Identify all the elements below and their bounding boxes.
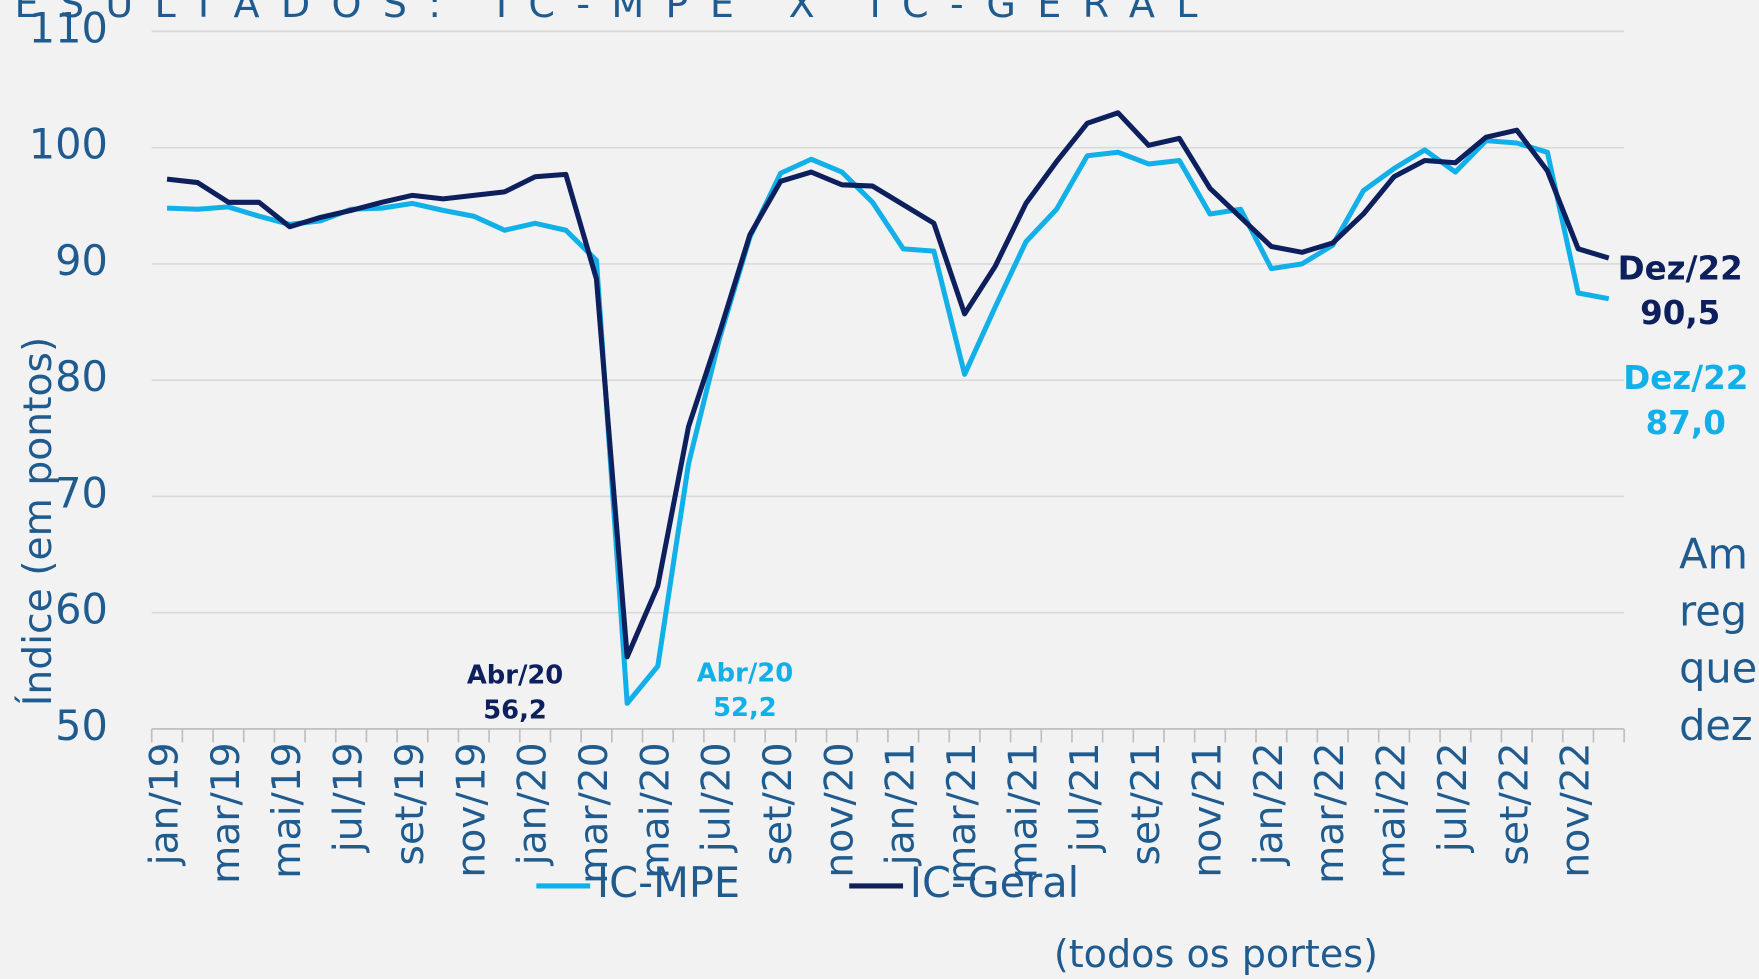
data-label: 52,2 [713, 693, 777, 723]
x-tick-label: jul/21 [1063, 742, 1108, 853]
x-tick-label: mai/20 [633, 742, 678, 878]
y-tick-label: 110 [29, 3, 108, 52]
x-tick-label: jan/19 [143, 742, 188, 866]
chart-title: RESULTADOS: IC-MPE X IC-GERAL [0, 0, 1219, 26]
x-tick-label: mai/21 [1001, 742, 1046, 878]
side-text: que [1679, 644, 1757, 693]
x-tick-label: nov/22 [1554, 742, 1599, 877]
x-tick-label: nov/20 [817, 742, 862, 877]
x-tick-label: jan/21 [879, 742, 924, 866]
x-tick-label: nov/19 [449, 742, 494, 877]
x-tick-label: mar/21 [940, 742, 985, 884]
y-tick-label: 60 [55, 585, 108, 634]
series-line [166, 138, 1610, 706]
x-tick-label: set/22 [1492, 742, 1537, 865]
point-label: Abr/20 [467, 661, 563, 691]
point-label: Dez/22 [1623, 359, 1748, 397]
x-tick-label: jan/20 [511, 742, 556, 866]
data-label: 90,5 [1640, 294, 1720, 332]
y-tick-label: 100 [29, 120, 108, 169]
side-text: Am [1679, 529, 1748, 578]
x-tick-label: jul/19 [327, 742, 372, 853]
point-label: Abr/20 [697, 658, 793, 688]
y-tick-label: 90 [55, 236, 108, 285]
x-tick-label: mar/22 [1308, 742, 1353, 884]
point-label: Dez/22 [1618, 249, 1743, 287]
series-line [166, 110, 1610, 660]
y-tick-label: 50 [55, 701, 108, 750]
x-tick-label: mar/19 [204, 742, 249, 884]
legend-label: IC-Geral [910, 858, 1079, 907]
x-tick-label: set/19 [388, 742, 433, 865]
x-tick-label: nov/21 [1186, 742, 1231, 877]
x-tick-label: set/21 [1124, 742, 1169, 865]
x-tick-label: jan/22 [1247, 742, 1292, 866]
y-axis-label: Índice (em pontos) [14, 337, 61, 706]
x-tick-label: mai/22 [1370, 742, 1415, 878]
y-tick-label: 80 [55, 352, 108, 401]
y-tick-label: 70 [55, 468, 108, 517]
side-text: dez [1679, 701, 1753, 750]
data-label: 56,2 [483, 695, 547, 725]
x-tick-label: jul/22 [1431, 742, 1476, 853]
data-label: 87,0 [1646, 404, 1726, 442]
x-tick-label: jul/20 [695, 742, 740, 853]
x-tick-label: mai/19 [265, 742, 310, 878]
x-tick-label: set/20 [756, 742, 801, 865]
legend-label: IC-MPE [597, 858, 740, 907]
side-text: reg [1679, 587, 1747, 636]
x-tick-label: mar/20 [572, 742, 617, 884]
legend-note: (todos os portes) [1054, 932, 1378, 976]
